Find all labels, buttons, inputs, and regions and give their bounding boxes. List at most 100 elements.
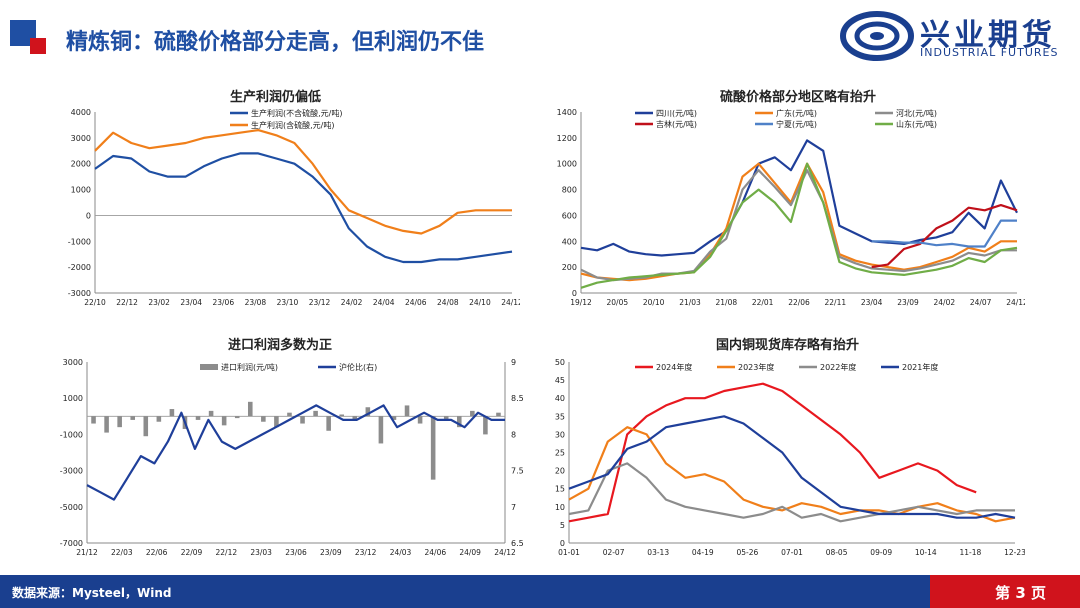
- x-tick-label: 24/06: [405, 298, 427, 307]
- x-tick-label: 24/12: [1006, 298, 1025, 307]
- bar: [130, 416, 136, 420]
- x-tick-label: 24/02: [341, 298, 363, 307]
- y-tick-label: 5: [560, 521, 565, 530]
- x-tick-label: 23/08: [245, 298, 267, 307]
- y-tick-label: 45: [555, 376, 565, 385]
- x-tick-label: 24/04: [373, 298, 395, 307]
- x-tick-label: 23/06: [285, 548, 307, 557]
- y-tick-label: 30: [555, 430, 565, 439]
- x-tick-label: 02-07: [603, 548, 625, 557]
- x-tick-label: 22/09: [181, 548, 203, 557]
- y-tick-label: 40: [555, 394, 565, 403]
- x-tick-label: 19/12: [570, 298, 592, 307]
- x-tick-label: 22/10: [84, 298, 106, 307]
- y-tick-label: -1000: [68, 237, 91, 246]
- bar: [352, 416, 358, 420]
- y-tick-label: 0: [560, 539, 565, 548]
- chart1-title: 生产利润仍偏低: [230, 90, 322, 105]
- page-title: 精炼铜：硫酸价格部分走高，但利润仍不佳: [66, 30, 485, 55]
- x-tick-label: 10-14: [915, 548, 937, 557]
- legend-label: 吉林(元/吨): [656, 119, 697, 129]
- y-tick-label: 1200: [557, 134, 577, 143]
- page-number-box: 第 3 页: [930, 575, 1080, 608]
- x-tick-label: 23/09: [320, 548, 342, 557]
- y-tick-label: 200: [562, 263, 577, 272]
- series-line: [568, 426, 1016, 523]
- bar: [404, 405, 410, 417]
- y-tick-label: -1000: [60, 430, 83, 439]
- x-tick-label: 22/11: [825, 298, 847, 307]
- y-tick-label: 3000: [71, 134, 91, 143]
- bar: [313, 410, 318, 417]
- y-tick-label: 400: [562, 237, 577, 246]
- legend-label: 进口利润(元/吨): [221, 362, 278, 372]
- bar: [104, 416, 109, 433]
- series-line: [86, 404, 505, 501]
- y-tick-label: 600: [562, 211, 577, 220]
- y-tick-label: 15: [555, 485, 565, 494]
- series-line: [568, 462, 1015, 523]
- bar: [326, 416, 331, 431]
- legend-label: 沪伦比(右): [339, 362, 377, 372]
- y2-tick-label: 7: [511, 503, 516, 512]
- x-tick-label: 24/07: [970, 298, 992, 307]
- legend-label: 四川(元/吨): [656, 108, 697, 118]
- x-tick-label: 22/03: [111, 548, 133, 557]
- x-tick-label: 23/06: [212, 298, 234, 307]
- bar: [456, 416, 462, 428]
- bar: [156, 416, 162, 422]
- bar: [483, 416, 488, 435]
- legend-label: 2023年度: [738, 362, 774, 372]
- series-line: [580, 169, 1017, 282]
- legend-label: 河北(元/吨): [896, 108, 937, 118]
- x-tick-label: 23/02: [148, 298, 170, 307]
- series-line: [580, 162, 1018, 289]
- y2-tick-label: 8.5: [511, 394, 524, 403]
- bar: [470, 410, 475, 417]
- series-line: [568, 415, 1016, 519]
- x-tick-label: 08-05: [826, 548, 848, 557]
- chart2-title: 硫酸价格部分地区略有抬升: [720, 90, 877, 105]
- footer: 数据来源：Mysteel，Wind 第 3 页: [0, 575, 1080, 608]
- y2-tick-label: 7.5: [511, 467, 524, 476]
- bar: [234, 416, 240, 419]
- y2-tick-label: 9: [511, 358, 516, 367]
- series-line: [94, 152, 513, 264]
- x-tick-label: 23/10: [277, 298, 299, 307]
- y-tick-label: 1000: [557, 160, 577, 169]
- y-tick-label: 1000: [71, 186, 91, 195]
- x-tick-label: 22/01: [752, 298, 774, 307]
- bar: [117, 416, 122, 428]
- x-tick-label: 23/04: [861, 298, 883, 307]
- legend-swatch: [200, 364, 218, 370]
- y-tick-label: -2000: [68, 263, 91, 272]
- bar: [339, 414, 345, 417]
- header: 精炼铜：硫酸价格部分走高，但利润仍不佳 兴业期货 INDUSTRIAL FUTU…: [0, 0, 1080, 70]
- brand-name: 兴业期货: [920, 18, 1056, 53]
- x-tick-label: 05-26: [737, 548, 759, 557]
- legend-label: 广东(元/吨): [776, 108, 817, 118]
- series-line: [568, 382, 977, 523]
- series-line: [580, 162, 1017, 282]
- series-line: [871, 204, 1018, 269]
- page-number: 第 3 页: [995, 584, 1046, 602]
- bar: [496, 412, 501, 417]
- x-tick-label: 22/12: [116, 298, 138, 307]
- y-tick-label: 4000: [71, 108, 91, 117]
- bar: [287, 412, 292, 417]
- y-tick-label: 25: [555, 449, 565, 458]
- x-tick-label: 23/12: [355, 548, 377, 557]
- x-tick-label: 09-09: [870, 548, 892, 557]
- y-tick-label: 2000: [71, 160, 91, 169]
- x-tick-label: 07-01: [781, 548, 803, 557]
- y2-tick-label: 6.5: [511, 539, 524, 548]
- bar: [391, 416, 397, 420]
- chart-import-profit: 3000 1000 -1000 -3000 -5000 -7000 9 8.5 8 7.5 7 6.5…: [60, 358, 524, 557]
- y-tick-label: -3000: [60, 467, 83, 476]
- x-tick-label: 24/03: [390, 548, 412, 557]
- legend-label: 2024年度: [656, 362, 692, 372]
- bar: [221, 416, 227, 426]
- legend-label: 生产利润(含硫酸,元/吨): [251, 120, 334, 130]
